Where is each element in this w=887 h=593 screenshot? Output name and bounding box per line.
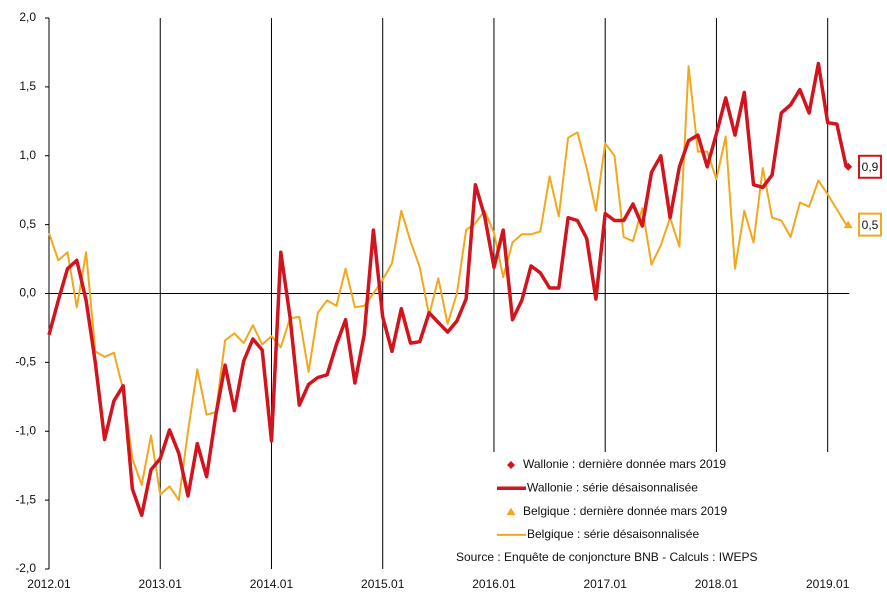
value-label: 0,9 — [862, 160, 879, 174]
y-tick-label: 2,0 — [19, 10, 36, 24]
value-label-box — [858, 212, 882, 237]
value-label: 0,5 — [862, 218, 879, 232]
y-tick-label: -1,0 — [15, 423, 36, 437]
legend-label: Wallonie : dernière donnée mars 2019 — [523, 457, 726, 471]
marker — [843, 220, 853, 229]
y-tick-label: -0,5 — [15, 355, 36, 369]
legend-label: Belgique : dernière donnée mars 2019 — [523, 504, 727, 518]
y-tick-label: -2,0 — [15, 561, 36, 575]
series-line — [48, 65, 848, 502]
y-tick-label: -1,5 — [15, 492, 36, 506]
x-tick-label: 2017.01 — [584, 577, 628, 591]
x-tick-label: 2012.01 — [27, 577, 71, 591]
x-tick-label: 2013.01 — [139, 577, 183, 591]
legend-label: Belgique : série désaisonnalisée — [527, 527, 699, 541]
value-label-box — [858, 154, 882, 179]
source-note: Source : Enquête de conjoncture BNB - Ca… — [456, 550, 757, 564]
y-tick-label: 1,5 — [19, 79, 36, 93]
y-tick-label: 0,5 — [19, 217, 36, 231]
legend-label: Wallonie : série désaisonnalisée — [527, 480, 698, 494]
x-tick-label: 2015.01 — [361, 577, 405, 591]
x-tick-label: 2018.01 — [695, 577, 739, 591]
x-tick-label: 2019.01 — [806, 577, 850, 591]
y-tick-label: 0,0 — [19, 286, 36, 300]
marker — [507, 461, 515, 469]
marker — [506, 507, 516, 516]
y-tick-label: 1,0 — [19, 148, 36, 162]
series-line — [47, 61, 848, 518]
x-tick-label: 2014.01 — [250, 577, 294, 591]
marker — [844, 162, 853, 171]
x-tick-label: 2016.01 — [472, 577, 516, 591]
